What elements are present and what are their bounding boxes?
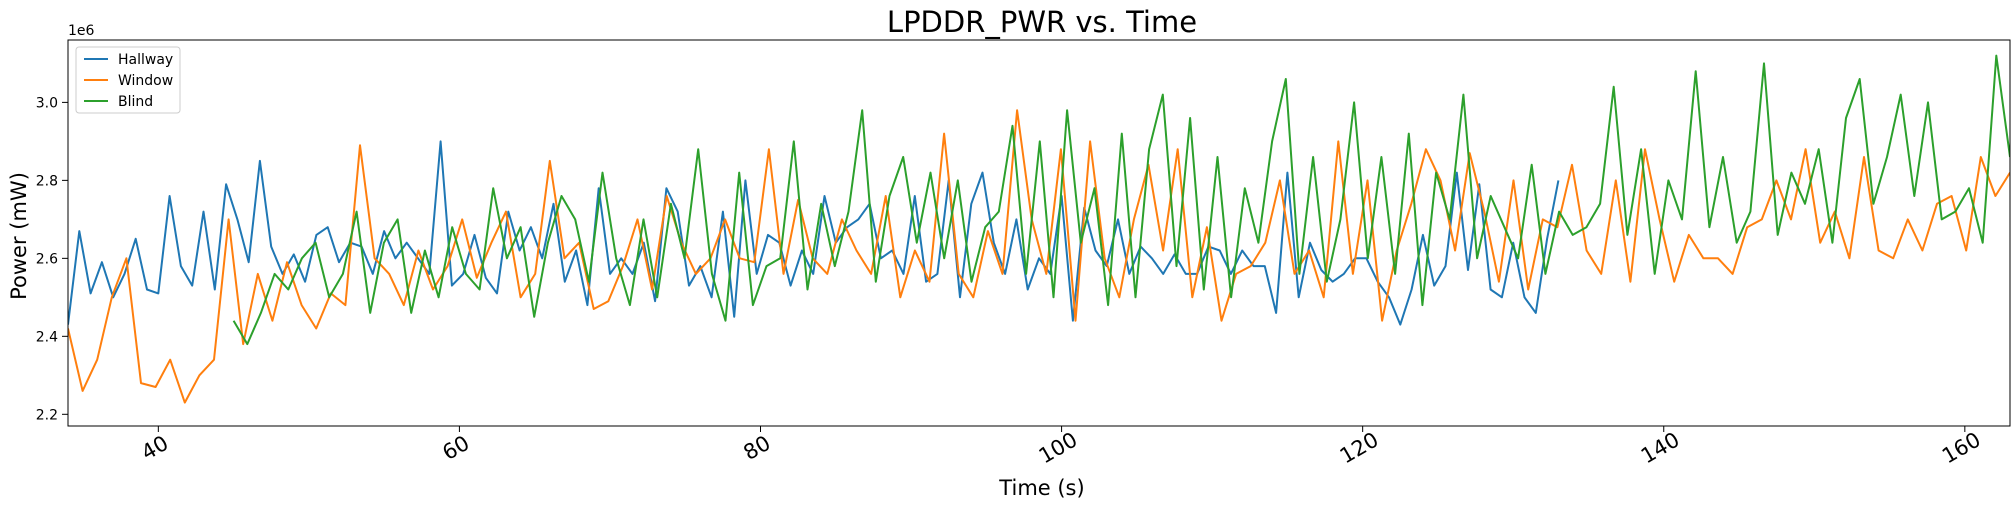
y-tick-label: 2.4	[36, 329, 58, 345]
series-line-window	[68, 109, 2010, 404]
y-offset-label: 1e6	[68, 23, 95, 39]
series-group	[68, 54, 2010, 404]
legend-box	[75, 46, 181, 114]
x-tick-label: 40	[137, 431, 172, 465]
y-tick-label: 2.8	[36, 173, 58, 189]
legend: Hallway Window Blind	[75, 46, 181, 114]
series-line-blind	[232, 54, 2010, 346]
y-ticks: 2.2 2.4 2.6 2.8 3.0	[36, 95, 68, 423]
x-ticks: 40 60 80 100 120 140 160	[137, 426, 1985, 469]
plot-frame	[67, 39, 2011, 427]
series-line-hallway	[68, 140, 1560, 326]
legend-label-blind: Blind	[118, 94, 153, 110]
legend-label-hallway: Hallway	[118, 52, 173, 68]
legend-label-window: Window	[118, 73, 173, 89]
x-axis-label: Time (s)	[998, 476, 1084, 500]
y-axis-label: Power (mW)	[7, 172, 31, 300]
x-tick-label: 80	[739, 431, 774, 465]
y-tick-label: 2.6	[36, 251, 58, 267]
x-tick-label: 160	[1938, 428, 1985, 469]
x-tick-label: 60	[438, 431, 473, 465]
x-tick-label: 140	[1637, 428, 1684, 469]
y-tick-label: 3.0	[36, 95, 58, 111]
y-tick-label: 2.2	[36, 407, 58, 423]
x-tick-label: 120	[1336, 428, 1383, 469]
chart-title: LPDDR_PWR vs. Time	[887, 5, 1197, 39]
x-tick-label: 100	[1035, 428, 1082, 469]
